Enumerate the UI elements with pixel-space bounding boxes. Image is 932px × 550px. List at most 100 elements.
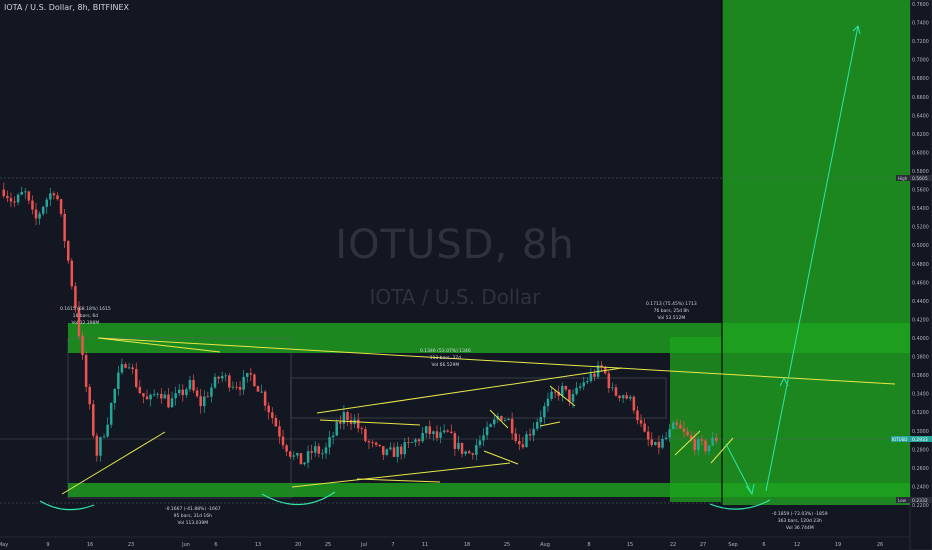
candle-body bbox=[313, 446, 317, 453]
candle-body bbox=[271, 412, 274, 418]
support-zone bbox=[68, 483, 910, 497]
high-tag bbox=[896, 175, 910, 181]
candle-body bbox=[435, 431, 439, 438]
candle-body bbox=[174, 393, 177, 399]
pattern-line bbox=[319, 419, 421, 426]
candle-body bbox=[296, 453, 299, 456]
projection-arrow-up bbox=[765, 25, 859, 492]
current-value-tag bbox=[910, 436, 932, 442]
candle-body bbox=[156, 393, 159, 395]
candle-body bbox=[66, 241, 70, 261]
x-tick-label: 20 bbox=[295, 542, 301, 548]
candle-body bbox=[518, 440, 521, 445]
candle-body bbox=[310, 451, 313, 453]
candle-body bbox=[704, 440, 707, 452]
trendline bbox=[97, 337, 221, 353]
y-tick-label: 0.5600 bbox=[912, 188, 929, 194]
y-tick-label: 0.7600 bbox=[912, 2, 929, 8]
candle-body bbox=[134, 369, 138, 387]
candle-body bbox=[328, 437, 331, 448]
candle-body bbox=[611, 387, 614, 389]
candle-body bbox=[81, 335, 84, 355]
current-value-label: 0.2933 bbox=[912, 437, 928, 443]
pattern-line bbox=[356, 478, 441, 483]
candle-body bbox=[485, 426, 489, 436]
candle-body bbox=[238, 386, 242, 390]
x-tick-label: Jun bbox=[181, 542, 190, 548]
candle-body bbox=[31, 200, 34, 210]
candle-body bbox=[707, 445, 711, 452]
candle-body bbox=[124, 364, 127, 368]
x-tick-label: 6 bbox=[214, 542, 217, 548]
candle-body bbox=[303, 462, 306, 465]
y-tick-label: 0.2800 bbox=[912, 447, 929, 453]
candle-body bbox=[34, 209, 38, 219]
y-tick-label: 0.7000 bbox=[912, 58, 929, 64]
high-value-tag bbox=[910, 175, 932, 181]
candle-body bbox=[389, 447, 392, 450]
annotation-line: -0.1859 (-73.03%) -1859 bbox=[772, 512, 828, 517]
candle-body bbox=[460, 442, 464, 454]
candle-body bbox=[206, 396, 210, 398]
annotation-line: Vol 32.398M bbox=[71, 321, 100, 326]
candle-body bbox=[274, 417, 278, 427]
candle-body bbox=[403, 442, 407, 455]
candle-body bbox=[88, 386, 91, 405]
y-tick-label: 0.4000 bbox=[912, 336, 929, 342]
candle-body bbox=[217, 376, 220, 379]
candle-body bbox=[113, 389, 117, 403]
candle-body bbox=[167, 394, 170, 408]
candle-body bbox=[689, 435, 693, 440]
arrow-head bbox=[852, 25, 861, 35]
arrow-head bbox=[779, 376, 789, 387]
x-tick-label: 23 bbox=[128, 542, 134, 548]
pattern-line bbox=[489, 409, 509, 429]
candle-body bbox=[675, 422, 679, 425]
candle-body bbox=[163, 394, 167, 399]
annotation-line: 76 bars, 25d 8h bbox=[653, 309, 690, 314]
curved-arrow bbox=[709, 499, 771, 510]
candle-body bbox=[664, 437, 668, 440]
y-tick-label: 0.4200 bbox=[912, 317, 929, 323]
candle-body bbox=[374, 442, 378, 445]
candle-body bbox=[106, 424, 109, 437]
candle-body bbox=[339, 421, 342, 424]
candle-body bbox=[414, 439, 417, 443]
x-tick-label: Sep bbox=[728, 542, 737, 548]
candle-body bbox=[593, 373, 596, 377]
x-tick-label: 25 bbox=[325, 542, 331, 548]
arrow-head bbox=[745, 483, 755, 496]
candle-body bbox=[324, 447, 328, 454]
x-tick-label: 15 bbox=[627, 542, 633, 548]
y-tick-label: 0.2200 bbox=[912, 503, 929, 509]
candle-body bbox=[331, 435, 335, 438]
candle-body bbox=[92, 404, 95, 436]
flag-line bbox=[674, 430, 701, 456]
candle-body bbox=[600, 365, 603, 368]
high-tag-label: High bbox=[898, 176, 908, 181]
candle-body bbox=[185, 389, 188, 396]
candle-body bbox=[317, 446, 321, 454]
candle-body bbox=[528, 434, 532, 436]
candle-body bbox=[646, 431, 650, 440]
candle-body bbox=[475, 445, 478, 455]
candle-body bbox=[643, 423, 646, 432]
candle-body bbox=[356, 419, 360, 429]
candle-body bbox=[38, 213, 41, 219]
x-tick-label: 25 bbox=[504, 542, 510, 548]
current-tag bbox=[891, 436, 910, 442]
y-tick-label: 0.2400 bbox=[912, 484, 929, 490]
candle-body bbox=[561, 385, 564, 396]
candle-body bbox=[263, 391, 267, 406]
candle-body bbox=[195, 390, 199, 397]
candle-body bbox=[467, 451, 471, 454]
candle-body bbox=[503, 419, 507, 421]
pattern-line bbox=[539, 421, 561, 427]
candle-body bbox=[256, 386, 260, 392]
candle-body bbox=[24, 191, 27, 193]
x-tick-label: 22 bbox=[670, 542, 676, 548]
candle-body bbox=[6, 196, 9, 199]
y-tick-label: 0.7400 bbox=[912, 21, 929, 27]
